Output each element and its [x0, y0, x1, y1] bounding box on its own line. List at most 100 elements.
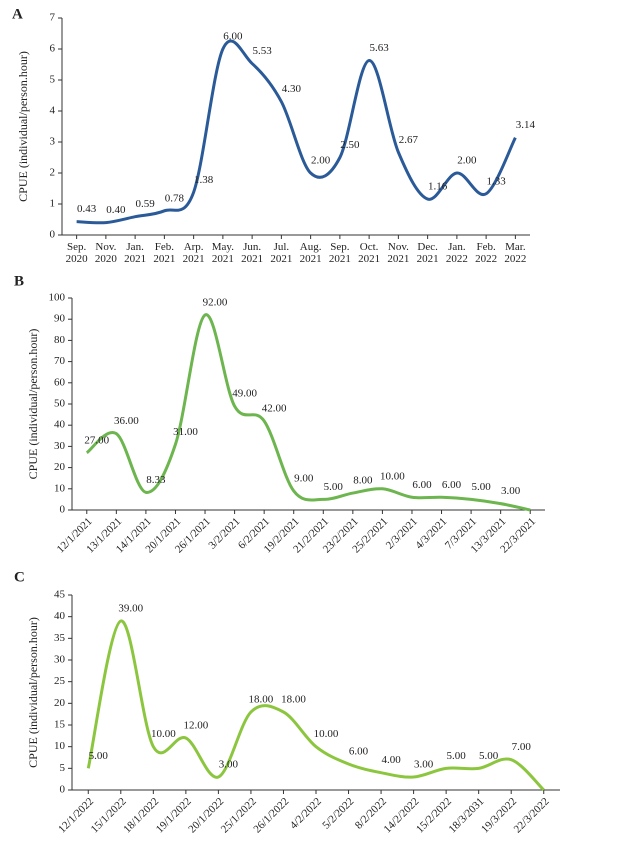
- y-tick-label: 5: [60, 762, 66, 774]
- data-label: 1.16: [428, 181, 448, 193]
- data-label: 3.00: [219, 759, 239, 771]
- y-tick-label: 35: [54, 632, 66, 644]
- data-label: 2.00: [311, 155, 331, 167]
- x-tick-label: Dec. 2021: [416, 241, 439, 265]
- data-label: 12.00: [183, 720, 208, 732]
- y-tick-label: 5: [50, 74, 56, 86]
- x-tick-label: Aug. 2021: [299, 241, 322, 265]
- x-tick-label: Nov. 2020: [94, 241, 117, 265]
- y-tick-label: 10: [54, 482, 66, 494]
- data-label: 18.00: [281, 694, 306, 706]
- y-tick-label: 0: [60, 784, 66, 796]
- y-tick-label: 25: [54, 675, 66, 687]
- x-tick-label: Sep. 2021: [328, 241, 351, 265]
- data-label: 7.00: [512, 741, 532, 753]
- data-label: 5.53: [253, 45, 273, 57]
- y-tick-label: 100: [49, 292, 66, 304]
- x-tick-label: 22/3/2022: [512, 795, 552, 835]
- data-label: 8.33: [146, 474, 166, 486]
- y-axis-label: CPUE (individual/person.hour): [26, 617, 40, 768]
- data-label: 6.00: [442, 479, 462, 491]
- x-tick-label: 5/2/2022: [320, 795, 356, 831]
- data-label: 2.00: [457, 155, 477, 167]
- x-tick-label: Jul. 2021: [270, 241, 293, 265]
- x-tick-label: Oct. 2021: [358, 241, 381, 265]
- y-tick-label: 20: [54, 461, 66, 473]
- data-label: 0.40: [106, 204, 126, 216]
- x-tick-label: Jan. 2021: [124, 241, 147, 265]
- y-tick-label: 2: [50, 167, 56, 179]
- y-tick-label: 80: [54, 334, 66, 346]
- x-tick-label: Nov. 2021: [387, 241, 410, 265]
- data-label: 49.00: [232, 388, 257, 400]
- x-tick-label: 3/2/2021: [206, 515, 242, 551]
- x-tick-label: 26/1/2022: [251, 795, 291, 835]
- data-line: [86, 619, 545, 792]
- x-tick-label: Feb. 2021: [153, 241, 176, 265]
- x-tick-label: 4/3/2021: [413, 515, 449, 551]
- data-label: 3.00: [414, 759, 434, 771]
- panel-label: C: [14, 569, 25, 585]
- y-tick-label: 50: [54, 398, 66, 410]
- y-tick-label: 70: [54, 355, 66, 367]
- y-tick-label: 0: [50, 229, 56, 241]
- y-tick-label: 0: [60, 504, 66, 516]
- data-label: 5.00: [479, 750, 499, 762]
- data-label: 2.67: [399, 134, 419, 146]
- y-tick-label: 30: [54, 440, 66, 452]
- data-label: 4.00: [381, 754, 401, 766]
- x-tick-label: Sep. 2020: [65, 241, 88, 265]
- y-axis-label: CPUE (individual/person.hour): [26, 329, 40, 480]
- x-tick-label: 2/3/2021: [384, 515, 420, 551]
- x-tick-label: Mar. 2022: [504, 241, 527, 265]
- y-tick-label: 3: [50, 136, 56, 148]
- x-tick-label: Feb. 2022: [475, 241, 498, 265]
- data-label: 2.50: [340, 139, 360, 151]
- data-label: 5.00: [471, 481, 491, 493]
- data-label: 6.00: [412, 479, 432, 491]
- y-tick-label: 40: [54, 610, 66, 622]
- x-tick-label: Jun. 2021: [241, 241, 264, 265]
- y-tick-label: 4: [50, 105, 56, 117]
- y-tick-label: 7: [50, 12, 56, 24]
- data-label: 39.00: [118, 603, 143, 615]
- y-tick-label: 20: [54, 697, 66, 709]
- data-label: 9.00: [294, 472, 314, 484]
- x-tick-label: Jan. 2022: [445, 241, 468, 265]
- data-label: 31.00: [173, 426, 198, 438]
- data-label: 6.00: [223, 31, 243, 43]
- data-label: 92.00: [203, 296, 228, 308]
- y-axis-label: CPUE (individual/person.hour): [16, 51, 30, 202]
- data-label: 5.00: [324, 481, 344, 493]
- data-label: 6.00: [349, 746, 369, 758]
- x-tick-label: Arp. 2021: [182, 241, 205, 265]
- data-label: 4.30: [282, 83, 302, 95]
- y-tick-label: 6: [50, 43, 56, 55]
- data-label: 5.00: [89, 750, 109, 762]
- data-label: 3.14: [516, 119, 536, 131]
- data-label: 10.00: [314, 728, 339, 740]
- x-tick-label: 4/2/2022: [288, 795, 324, 831]
- data-label: 1.33: [487, 175, 507, 187]
- x-tick-label: May. 2021: [211, 241, 234, 265]
- data-label: 5.00: [447, 750, 467, 762]
- data-label: 18.00: [249, 694, 274, 706]
- data-line: [85, 313, 531, 512]
- y-tick-label: 30: [54, 654, 66, 666]
- data-label: 27.00: [84, 434, 109, 446]
- data-label: 1.38: [194, 174, 214, 186]
- y-tick-label: 90: [54, 313, 66, 325]
- data-label: 0.78: [165, 192, 185, 204]
- data-label: 10.00: [151, 728, 176, 740]
- y-tick-label: 60: [54, 376, 66, 388]
- data-label: 36.00: [114, 415, 139, 427]
- data-label: 5.63: [370, 42, 390, 54]
- data-label: 42.00: [262, 402, 287, 414]
- data-line: [76, 39, 517, 225]
- data-label: 10.00: [380, 470, 405, 482]
- y-tick-label: 15: [54, 719, 66, 731]
- data-label: 0.59: [136, 198, 156, 210]
- y-tick-label: 1: [50, 198, 56, 210]
